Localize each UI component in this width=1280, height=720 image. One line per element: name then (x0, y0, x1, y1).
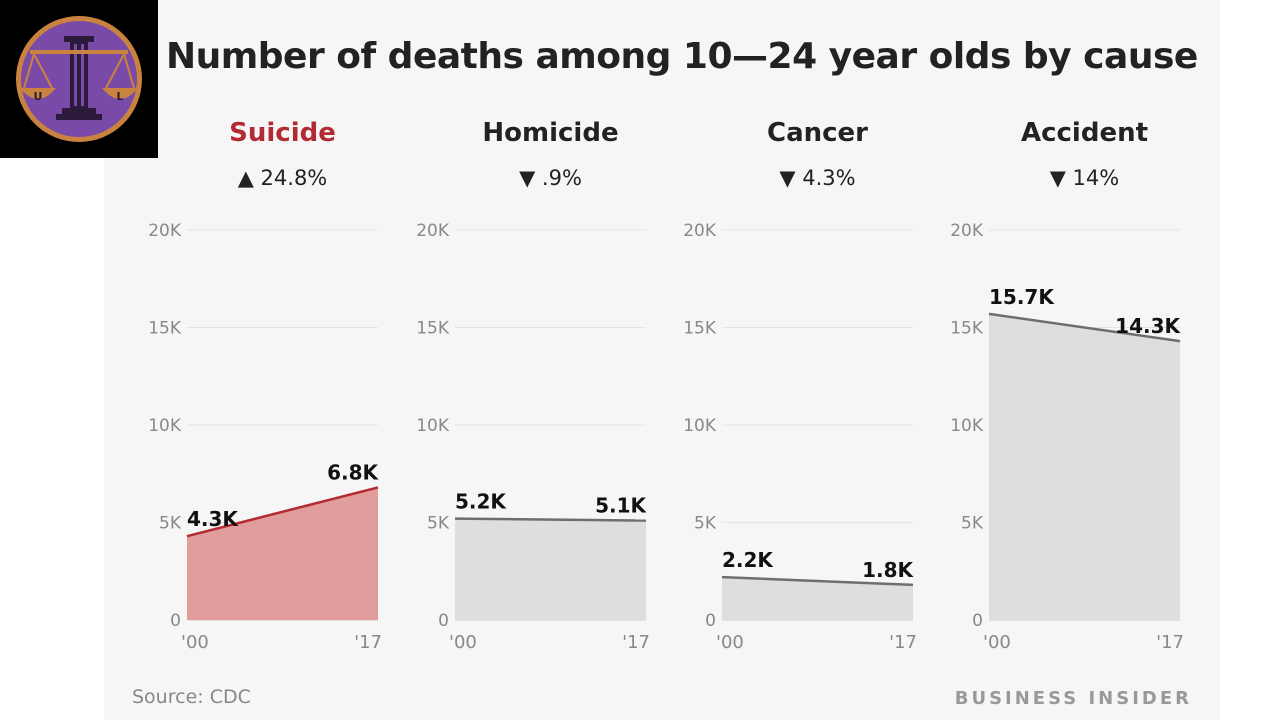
y-tick-label: 20K (148, 221, 182, 241)
panel-title: Suicide (229, 118, 336, 148)
panel-accident: Accident ▼ 14% 0 5K 10K 15K 20K 15.7K 14.3K '00 '1… (950, 118, 1184, 653)
data-label-end: 14.3K (1115, 314, 1181, 338)
y-tick-label: 10K (950, 416, 984, 436)
area-fill (989, 313, 1180, 620)
y-tick-label: 0 (705, 611, 716, 631)
y-tick-label: 5K (961, 514, 984, 534)
y-tick-label: 10K (683, 416, 717, 436)
data-label-end: 5.1K (595, 494, 647, 518)
y-tick-label: 15K (950, 319, 984, 339)
data-label-start: 2.2K (722, 548, 774, 572)
x-tick-label: '00 (449, 632, 477, 653)
change-indicator: ▲ 24.8% (238, 166, 328, 190)
series-line (721, 575, 914, 587)
y-tick-label: 20K (683, 221, 717, 241)
panel-title: Accident (1021, 118, 1148, 148)
x-tick-label: '00 (716, 632, 744, 653)
svg-text:L: L (116, 90, 123, 103)
series-line (988, 312, 1181, 343)
chart-title: Number of deaths among 10—24 year olds b… (166, 36, 1198, 77)
channel-logo: U L (0, 0, 158, 158)
y-tick-label: 20K (950, 221, 984, 241)
data-label-end: 6.8K (327, 460, 379, 484)
panel-suicide: Suicide ▲ 24.8% 0 5K 10K 15K 20K 4.3K 6.8K '00 '17 (148, 118, 382, 653)
area-fill (722, 577, 913, 620)
y-tick-label: 15K (683, 319, 717, 339)
y-tick-label: 5K (427, 514, 450, 534)
data-label-end: 1.8K (862, 558, 914, 582)
data-label-start: 4.3K (187, 507, 239, 531)
y-tick-label: 5K (694, 514, 717, 534)
panel-cancer: Cancer ▼ 4.3% 0 5K 10K 15K 20K 2.2K 1.8K '00 '17 (683, 118, 917, 653)
scales-of-justice-icon: U L (16, 16, 142, 142)
change-indicator: ▼ .9% (519, 166, 582, 190)
y-tick-label: 0 (170, 611, 181, 631)
panel-title: Cancer (767, 118, 868, 148)
change-indicator: ▼ 4.3% (779, 166, 855, 190)
x-tick-label: '17 (622, 632, 650, 653)
source-note: Source: CDC (132, 686, 251, 708)
y-tick-label: 10K (416, 416, 450, 436)
x-tick-label: '17 (354, 632, 382, 653)
y-tick-label: 15K (416, 319, 450, 339)
svg-text:U: U (34, 90, 43, 103)
panel-title: Homicide (482, 118, 618, 148)
area-fill (187, 487, 378, 620)
series-line (454, 517, 647, 522)
publisher-brand: BUSINESS INSIDER (954, 688, 1192, 709)
x-tick-label: '17 (889, 632, 917, 653)
data-label-start: 5.2K (455, 490, 507, 514)
area-fill (455, 518, 646, 620)
y-tick-label: 0 (438, 611, 449, 631)
x-tick-label: '00 (181, 632, 209, 653)
series-line (186, 486, 379, 538)
data-label-start: 15.7K (989, 285, 1055, 309)
panel-homicide: Homicide ▼ .9% 0 5K 10K 15K 20K 5.2K 5.1K '00 '17 (416, 118, 650, 653)
y-tick-label: 10K (148, 416, 182, 436)
y-tick-label: 5K (159, 514, 182, 534)
y-tick-label: 15K (148, 319, 182, 339)
y-tick-label: 0 (972, 611, 983, 631)
y-tick-label: 20K (416, 221, 450, 241)
x-tick-label: '00 (983, 632, 1011, 653)
x-tick-label: '17 (1156, 632, 1184, 653)
change-indicator: ▼ 14% (1050, 166, 1120, 190)
